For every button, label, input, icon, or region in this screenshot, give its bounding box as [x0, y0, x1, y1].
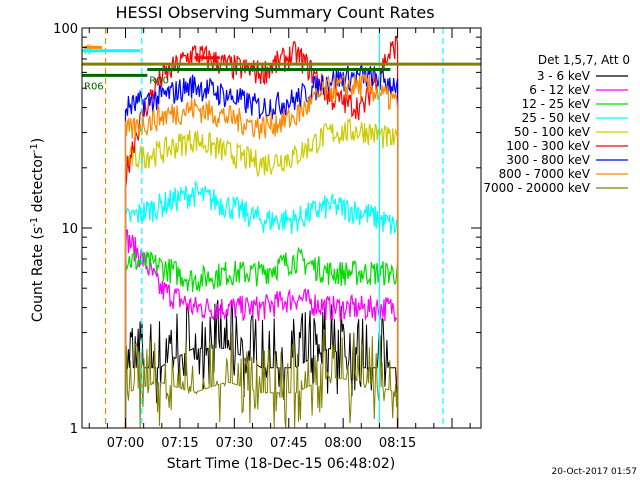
y-tick-label: 10 — [61, 222, 78, 237]
legend-label: 7000 - 20000 keV — [483, 181, 590, 195]
legend-label: 300 - 800 keV — [506, 153, 590, 167]
x-tick-label: 07:30 — [216, 436, 253, 451]
y-tick-label: 100 — [53, 22, 78, 37]
x-tick-label: 08:15 — [379, 436, 416, 451]
flag-label: R06 — [84, 81, 104, 92]
annotation-layer: SN D R06 R00 — [82, 28, 481, 428]
series-line — [124, 116, 399, 429]
legend-label: 50 - 100 keV — [514, 125, 591, 139]
x-tick-label: 07:45 — [270, 436, 307, 451]
flag-label: R00 — [149, 76, 169, 87]
series-line — [124, 180, 399, 429]
y-axis-label: Count Rate (s-1 detector-1) — [29, 138, 46, 322]
flag-label: D — [196, 54, 204, 65]
x-tick-label: 07:15 — [161, 436, 198, 451]
x-tick-label: 08:00 — [324, 436, 361, 451]
legend-label: 800 - 7000 keV — [499, 167, 591, 181]
series-line — [124, 229, 399, 429]
legend-header: Det 1,5,7, Att 0 — [538, 53, 630, 67]
chart-title: HESSI Observing Summary Count Rates — [115, 3, 434, 22]
series-line — [125, 299, 399, 429]
legend-label: 25 - 50 keV — [522, 111, 591, 125]
legend-label: 6 - 12 keV — [529, 83, 591, 97]
flag-label: S — [86, 43, 92, 54]
legend-label: 12 - 25 keV — [522, 97, 591, 111]
y-axis: 1 10 100 — [53, 22, 481, 437]
legend-label: 3 - 6 keV — [537, 69, 591, 83]
series-line — [124, 73, 399, 429]
x-tick-label: 07:00 — [107, 436, 144, 451]
y-tick-label: 1 — [70, 422, 78, 437]
x-axis: 07:00 07:15 07:30 07:45 08:00 08:15 — [88, 28, 471, 451]
legend-label: 100 - 300 keV — [506, 139, 590, 153]
x-axis-label: Start Time (18-Dec-15 06:48:02) — [167, 456, 395, 472]
series-line — [124, 64, 399, 429]
footer-timestamp: 20-Oct-2017 01:57 — [552, 467, 637, 477]
flag-label: N — [84, 47, 91, 58]
series-line — [124, 246, 399, 429]
series-line — [124, 328, 399, 429]
